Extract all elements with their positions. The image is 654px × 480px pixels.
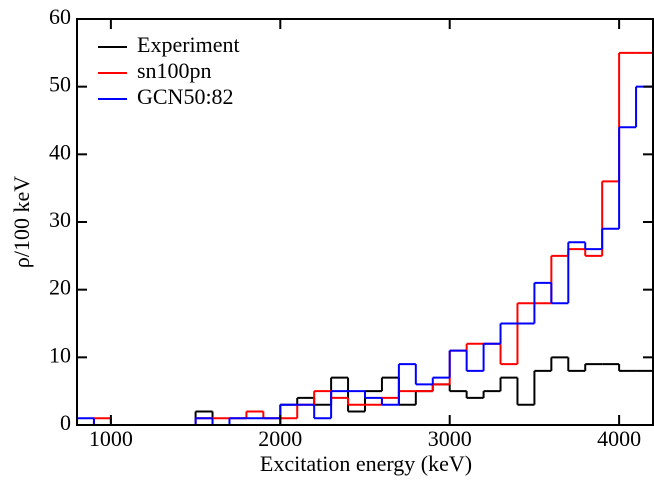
y-tick-label: 20 (49, 275, 71, 300)
x-tick-label: 3000 (428, 426, 472, 451)
y-tick-label: 10 (49, 342, 71, 367)
y-tick-label: 60 (49, 4, 71, 29)
legend-label: sn100pn (137, 58, 212, 83)
x-tick-label: 4000 (597, 426, 641, 451)
y-axis-label: ρ/100 keV (9, 176, 34, 268)
x-axis-label: Excitation energy (keV) (260, 451, 472, 476)
x-tick-label: 1000 (89, 426, 133, 451)
y-tick-label: 0 (60, 410, 71, 435)
x-tick-label: 2000 (258, 426, 302, 451)
y-tick-label: 50 (49, 72, 71, 97)
legend-label: GCN50:82 (137, 84, 234, 109)
y-tick-label: 30 (49, 207, 71, 232)
y-tick-label: 40 (49, 139, 71, 164)
legend-label: Experiment (137, 32, 240, 57)
